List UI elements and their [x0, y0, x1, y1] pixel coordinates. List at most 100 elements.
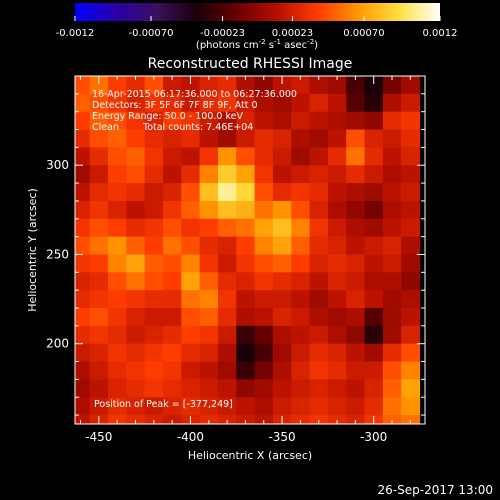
heatmap-cell: [107, 93, 127, 113]
heatmap-cell: [254, 200, 274, 220]
heatmap-cell: [181, 129, 201, 148]
heatmap-cell: [126, 76, 146, 95]
heatmap-cell: [254, 111, 274, 131]
heatmap-cell: [162, 290, 182, 309]
heatmap-cell: [217, 308, 237, 327]
heatmap-cell: [346, 147, 366, 166]
heatmap-cell: [144, 183, 164, 202]
heatmap-cell: [107, 415, 127, 424]
heatmap-cell: [346, 129, 366, 148]
heatmap-cell: [75, 111, 91, 131]
heatmap-cell: [327, 111, 347, 131]
heatmap-cell: [346, 290, 366, 309]
colorbar-tick-label: 0.00023: [272, 28, 313, 39]
heatmap-cell: [236, 183, 256, 202]
heatmap-cell: [162, 308, 182, 327]
heatmap-cell: [327, 379, 347, 398]
heatmap-cell: [309, 361, 329, 380]
heatmap-cell: [126, 290, 146, 309]
heatmap-cell: [75, 272, 91, 291]
heatmap-cell: [291, 218, 311, 238]
heatmap-cell: [272, 129, 292, 148]
heatmap-cell: [107, 272, 127, 291]
x-axis-tick-labels: -450 -400 -350 -300: [85, 430, 387, 444]
heatmap-cell: [144, 218, 164, 238]
heatmap-cell: [126, 218, 146, 238]
heatmap-cell: [327, 325, 347, 345]
heatmap-cell: [364, 343, 384, 363]
annotation-detectors: Detectors: 3F 5F 6F 7F 8F 9F, Att 0: [92, 100, 258, 111]
heatmap-cell: [291, 183, 311, 202]
heatmap-cell: [254, 415, 274, 424]
heatmap-cell: [217, 183, 237, 202]
heatmap-cell: [181, 379, 201, 398]
heatmap-cell: [75, 308, 91, 327]
heatmap-cell: [236, 379, 256, 398]
colorbar-tick-label: 0.0012: [423, 28, 458, 39]
heatmap-cell: [75, 361, 91, 380]
heatmap-cell: [75, 200, 91, 220]
heatmap-cell: [126, 379, 146, 398]
heatmap-cell: [144, 200, 164, 220]
heatmap-cell: [272, 111, 292, 131]
heatmap-cell: [162, 93, 182, 113]
heatmap-cell: [291, 290, 311, 309]
heatmap-cell: [107, 111, 127, 131]
heatmap-cell: [401, 200, 421, 220]
heatmap-cell: [236, 325, 256, 345]
heatmap-cell: [199, 200, 219, 220]
heatmap-cell: [181, 147, 201, 166]
heatmap-cell: [309, 200, 329, 220]
heatmap-cell: [181, 272, 201, 291]
heatmap-cell: [181, 111, 201, 131]
heatmap-cell: [272, 218, 292, 238]
heatmap-cell: [346, 111, 366, 131]
heatmap-cell: [144, 290, 164, 309]
annotations: 16-Apr-2015 06:17:36.000 to 06:27:36.000…: [92, 89, 297, 410]
heatmap-cell: [272, 200, 292, 220]
heatmap-cell: [181, 343, 201, 363]
heatmap-cell: [309, 165, 329, 184]
heatmap-cell: [107, 218, 127, 238]
heatmap-cell: [291, 343, 311, 363]
heatmap-cell: [144, 236, 164, 256]
heatmap-cell: [327, 183, 347, 202]
heatmap-cell: [144, 254, 164, 273]
heatmap-cell: [382, 379, 402, 398]
heatmap-cell: [199, 397, 219, 416]
heatmap-cell: [217, 129, 237, 148]
y-axis-label: Heliocentric Y (arcsec): [26, 188, 39, 312]
heatmap-cell: [254, 183, 274, 202]
heatmap-cell: [309, 93, 329, 113]
heatmap-cell: [346, 254, 366, 273]
heatmap-cell: [401, 325, 421, 345]
heatmap-cell: [272, 308, 292, 327]
heatmap-cell: [217, 325, 237, 345]
heatmap-cell: [364, 129, 384, 148]
heatmap-cell: [162, 415, 182, 424]
heatmap-cell: [199, 129, 219, 148]
heatmap-cell: [162, 218, 182, 238]
heatmap-cell: [236, 290, 256, 309]
heatmap-cell: [327, 236, 347, 256]
heatmap-cell: [181, 218, 201, 238]
heatmap-cell: [162, 111, 182, 131]
colorbar-tick-label: -0.0012: [56, 28, 95, 39]
heatmap-cell: [401, 361, 421, 380]
heatmap-cell: [144, 415, 164, 424]
y-axis-ticks: [75, 93, 425, 416]
heatmap-cell: [382, 397, 402, 416]
heatmap-cell: [346, 183, 366, 202]
heatmap-cell: [144, 129, 164, 148]
heatmap-cell: [401, 379, 421, 398]
heatmap-cell: [327, 397, 347, 416]
heatmap-cell: [89, 218, 109, 238]
heatmap-cell: [162, 272, 182, 291]
colorbar: -0.0012 -0.00070 -0.00023 0.00023 0.00070 0.0…: [56, 3, 458, 51]
heatmap-cell: [364, 308, 384, 327]
heatmap-cell: [291, 111, 311, 131]
heatmap-cell: [126, 111, 146, 131]
heatmap-cell: [89, 200, 109, 220]
heatmap-cell: [346, 218, 366, 238]
colorbar-unit-part-1: (photons cm: [196, 40, 259, 51]
